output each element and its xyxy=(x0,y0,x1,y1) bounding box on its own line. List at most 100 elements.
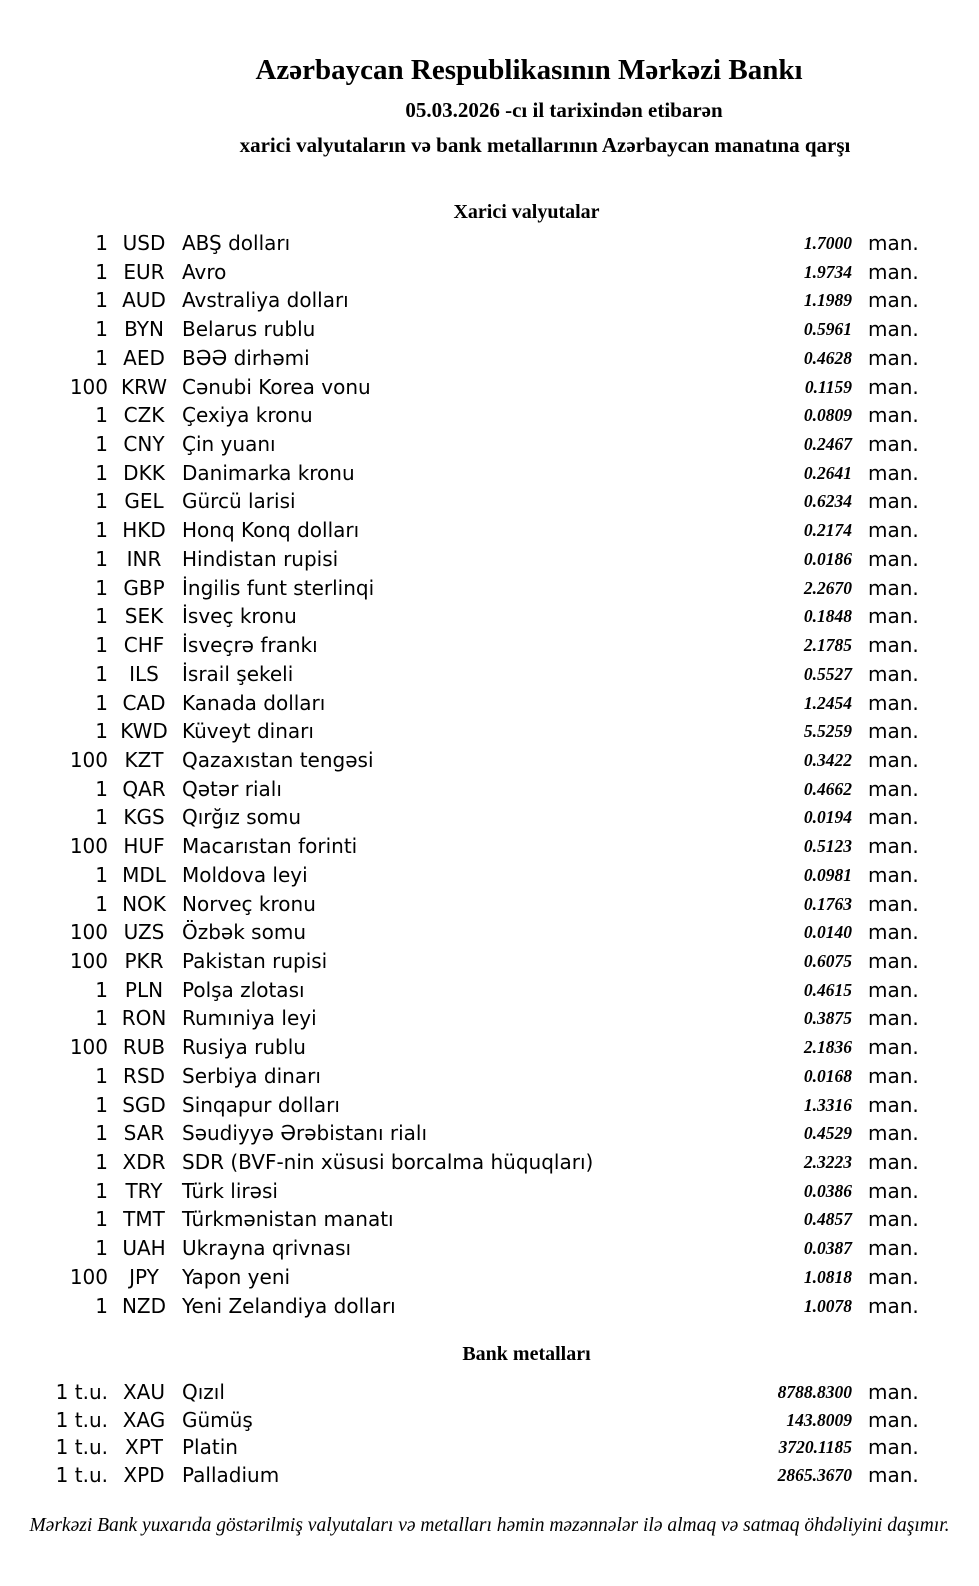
metal-name: Gümüş xyxy=(182,1407,253,1432)
currency-code: UAH xyxy=(122,1236,166,1261)
currency-rate: 1.1989 xyxy=(803,290,852,311)
currency-rate: 0.1159 xyxy=(804,376,852,397)
currency-row: 1 GBP İngilis funt sterlinqi 2.2670 man. xyxy=(40,574,923,603)
currency-quantity: 1 xyxy=(95,776,108,801)
currency-code: QAR xyxy=(122,776,166,801)
currency-quantity: 1 xyxy=(95,719,108,744)
currency-row: 1 KGS Qırğız somu 0.0194 man. xyxy=(40,803,923,832)
currency-quantity: 1 xyxy=(95,489,108,514)
currency-code: RUB xyxy=(122,1035,166,1060)
currency-row: 100 JPY Yapon yeni 1.0818 man. xyxy=(40,1263,923,1292)
currency-rate: 0.2467 xyxy=(803,434,852,455)
currencies-table: 1 USD ABŞ dolları 1.7000 man. 1 EUR Avro… xyxy=(40,229,923,1320)
metals-table: 1 t.u. XAU Qızıl 8788.8300 man. 1 t.u. X… xyxy=(40,1379,923,1490)
currency-row: 100 UZS Özbək somu 0.0140 man. xyxy=(40,918,923,947)
currency-unit-label: man. xyxy=(868,231,919,255)
currency-row: 1 HKD Honq Konq dolları 0.2174 man. xyxy=(40,516,923,545)
currency-name: İngilis funt sterlinqi xyxy=(182,575,375,600)
currency-name: Avstraliya dolları xyxy=(182,288,349,313)
currency-rate: 1.9734 xyxy=(803,261,852,282)
effective-date-line: 05.03.2026 -cı il tarixindən etibarən xyxy=(405,98,723,122)
currency-unit-label: man. xyxy=(868,834,919,859)
metal-unit-label: man. xyxy=(868,1407,919,1432)
currency-quantity: 1 xyxy=(95,1063,108,1088)
currency-unit-label: man. xyxy=(868,575,919,600)
currency-unit-label: man. xyxy=(868,862,919,887)
currency-code: MDL xyxy=(122,862,166,887)
currency-unit-label: man. xyxy=(868,546,919,571)
currency-unit-label: man. xyxy=(868,747,919,772)
currency-code: SEK xyxy=(124,604,164,629)
currency-quantity: 1 xyxy=(95,259,108,284)
currency-unit-label: man. xyxy=(868,518,919,543)
currency-name: Macarıstan forinti xyxy=(182,834,358,859)
currency-code: NOK xyxy=(122,891,166,916)
currency-rate: 0.2641 xyxy=(803,462,852,483)
currency-unit-label: man. xyxy=(868,719,919,744)
currency-rate: 0.0186 xyxy=(803,548,852,569)
currency-unit-label: man. xyxy=(868,690,919,715)
currency-row: 1 CNY Çin yuanı 0.2467 man. xyxy=(40,430,923,459)
currency-row: 1 RSD Serbiya dinarı 0.0168 man. xyxy=(40,1062,923,1091)
currency-quantity: 1 xyxy=(95,633,108,658)
currency-name: SDR (BVF-nin xüsusi borcalma hüquqları) xyxy=(182,1150,594,1174)
currency-quantity: 1 xyxy=(95,1293,108,1318)
currency-quantity: 1 xyxy=(95,1006,108,1031)
currency-rate: 1.7000 xyxy=(803,233,852,253)
metal-code: XAU xyxy=(122,1380,166,1404)
currency-unit-label: man. xyxy=(868,317,919,342)
currency-code: NZD xyxy=(121,1293,167,1318)
currency-name: BƏƏ dirhəmi xyxy=(182,345,310,370)
currency-quantity: 100 xyxy=(69,948,108,973)
currency-quantity: 1 xyxy=(95,403,108,428)
currency-unit-label: man. xyxy=(868,891,919,916)
currency-name: Çexiya kronu xyxy=(182,403,313,428)
currency-unit-label: man. xyxy=(868,1236,919,1261)
currency-rate: 0.5527 xyxy=(803,663,852,684)
currency-code: JPY xyxy=(129,1264,159,1289)
currency-row: 1 PLN Polşa zlotası 0.4615 man. xyxy=(40,976,923,1005)
currency-row: 1 USD ABŞ dolları 1.7000 man. xyxy=(40,229,923,258)
currency-code: CZK xyxy=(123,403,165,428)
currency-row: 1 DKK Danimarka kronu 0.2641 man. xyxy=(40,459,923,488)
currency-name: Ukrayna qrivnası xyxy=(182,1236,352,1261)
currency-rate: 2.3223 xyxy=(803,1152,852,1172)
currency-unit-label: man. xyxy=(868,1207,919,1232)
currency-row: 1 TRY Türk lirəsi 0.0386 man. xyxy=(40,1177,923,1206)
currency-code: TRY xyxy=(125,1178,163,1203)
metals-section-heading: Bank metalları xyxy=(462,1343,591,1365)
currency-unit-label: man. xyxy=(868,1035,919,1060)
currency-quantity: 100 xyxy=(69,374,108,399)
currency-quantity: 1 xyxy=(95,1236,108,1261)
currency-rate: 5.5259 xyxy=(803,721,852,742)
currency-unit-label: man. xyxy=(868,1063,919,1088)
currency-name: Pakistan rupisi xyxy=(182,948,328,973)
metal-code: XPD xyxy=(123,1463,165,1488)
currency-unit-label: man. xyxy=(868,259,919,284)
currency-unit-label: man. xyxy=(868,805,919,830)
currency-code: KGS xyxy=(123,805,165,830)
currency-unit-label: man. xyxy=(868,604,919,629)
currency-unit-label: man. xyxy=(868,633,919,658)
currency-rate: 0.5123 xyxy=(803,836,852,857)
currency-unit-label: man. xyxy=(868,1092,919,1117)
currency-quantity: 1 xyxy=(95,604,108,629)
currency-name: Özbək somu xyxy=(182,920,306,945)
currency-rate: 1.3316 xyxy=(803,1094,852,1115)
metal-rate: 8788.8300 xyxy=(777,1382,852,1402)
currency-name: Moldova leyi xyxy=(182,862,308,887)
metal-name: Qızıl xyxy=(182,1380,225,1404)
currency-rate: 0.0981 xyxy=(803,864,852,885)
currency-row: 1 CZK Çexiya kronu 0.0809 man. xyxy=(40,401,923,430)
currency-code: EUR xyxy=(123,259,165,284)
metal-row: 1 t.u. XPT Platin 3720.1185 man. xyxy=(40,1434,923,1462)
currency-code: AUD xyxy=(122,288,166,313)
currency-quantity: 100 xyxy=(69,1035,108,1060)
currency-row: 1 AED BƏƏ dirhəmi 0.4628 man. xyxy=(40,344,923,373)
currency-row: 100 RUB Rusiya rublu 2.1836 man. xyxy=(40,1033,923,1062)
subtitle: xarici valyutaların və bank metallarının… xyxy=(239,133,851,157)
currency-code: UZS xyxy=(123,920,165,945)
currency-unit-label: man. xyxy=(868,345,919,370)
currency-row: 1 SAR Səudiyyə Ərəbistanı rialı 0.4529 m… xyxy=(40,1119,923,1148)
currency-quantity: 1 xyxy=(95,862,108,887)
